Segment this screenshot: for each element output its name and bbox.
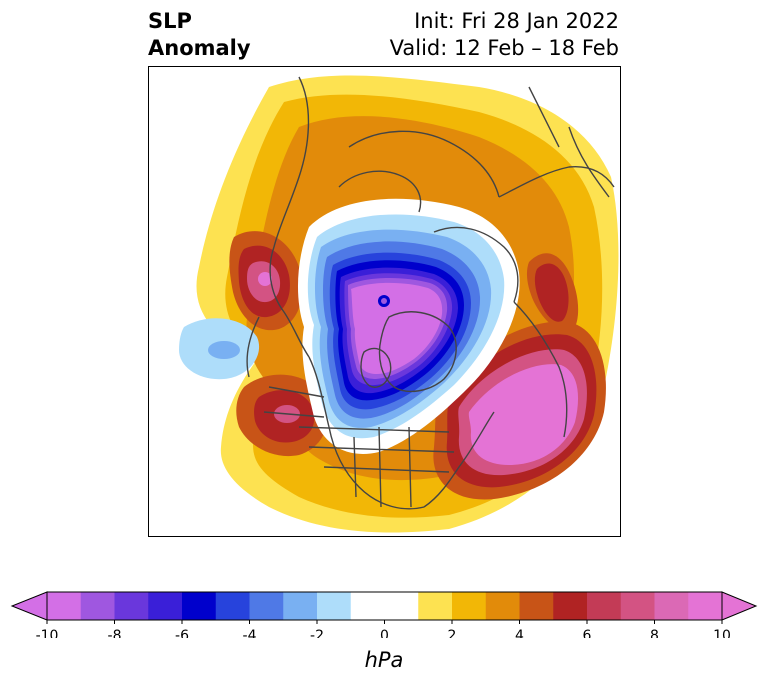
colorbar-tick-label: 0 [380,628,389,638]
title-subtitle: Anomaly [148,36,251,60]
colorbar-segment [182,592,217,620]
colorbar-segment [80,592,115,620]
colorbar-segment [283,592,318,620]
map-canvas [179,75,619,533]
colorbar-segment [553,592,588,620]
anomaly-positive-atlantic-core [468,364,579,465]
colorbar-extend-low [10,591,48,621]
init-date: Init: Fri 28 Jan 2022 [414,9,619,33]
colorbar-unit-label: hPa [364,648,404,672]
slp-anomaly-map [148,66,621,537]
colorbar-segment [317,592,352,620]
colorbar-tick-label: 4 [515,628,524,638]
anomaly-positive-west-peak [258,272,272,286]
colorbar-segment [418,592,453,620]
colorbar-segment [688,592,723,620]
anomaly-negative-core [351,282,443,374]
colorbar-tick-label: 6 [583,628,592,638]
map-date-info: Init: Fri 28 Jan 2022 Valid: 12 Feb – 18… [390,8,619,62]
colorbar-segments [10,591,758,621]
colorbar-tick-label: 10 [713,628,731,638]
colorbar-segment [148,592,183,620]
coastlines [246,76,615,510]
colorbar-segment [215,592,250,620]
anomaly-negative-pacific-core [208,341,240,359]
colorbar-tick-label: -4 [243,628,257,638]
colorbar: -10 -8 -6 -4 -2 0 2 4 6 8 10 [10,591,758,638]
colorbar-segment [384,592,419,620]
anomaly-negative-center-dot-inner [381,298,387,304]
colorbar-ticks: -10 -8 -6 -4 -2 0 2 4 6 8 10 [36,620,731,638]
colorbar-segment [519,592,554,620]
colorbar-tick-label: 8 [650,628,659,638]
colorbar-segment [485,592,520,620]
anomaly-positive-eurasia-core [534,263,569,322]
map-title: SLP Anomaly [148,8,251,62]
title-variable: SLP [148,9,192,33]
colorbar-segment [654,592,689,620]
colorbar-segment [249,592,284,620]
colorbar-segment [350,592,385,620]
colorbar-segment [47,592,82,620]
colorbar-segment [114,592,149,620]
valid-period: Valid: 12 Feb – 18 Feb [389,36,619,60]
colorbar-extend-high [721,591,758,621]
colorbar-segment [620,592,655,620]
colorbar-segment [452,592,487,620]
colorbar-tick-label: 2 [448,628,457,638]
colorbar-tick-label: -8 [108,628,122,638]
colorbar-tick-label: -10 [36,628,59,638]
colorbar-segment [587,592,622,620]
colorbar-tick-label: -6 [175,628,189,638]
colorbar-tick-label: -2 [310,628,324,638]
